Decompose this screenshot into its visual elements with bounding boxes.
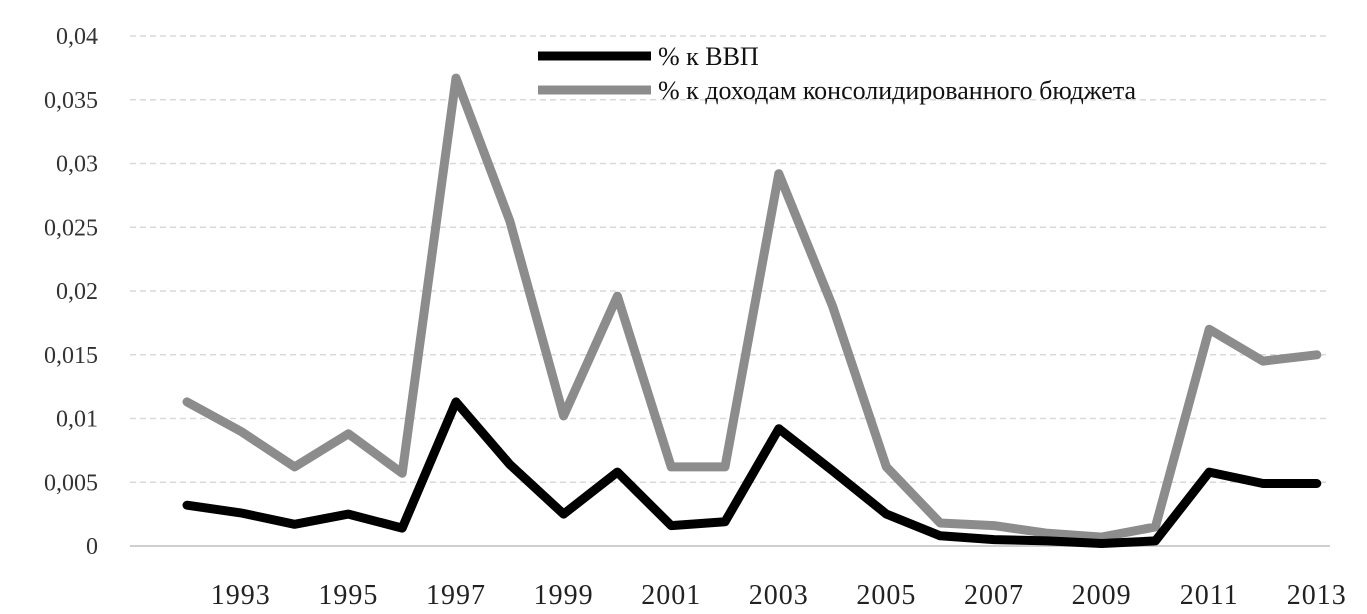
y-tick-label: 0,02	[56, 279, 98, 305]
y-tick-label: 0,005	[44, 470, 98, 496]
y-tick-label: 0,015	[44, 343, 98, 369]
y-tick-label: 0,025	[44, 215, 98, 241]
series-line-gdp	[182, 397, 1322, 548]
x-tick-label: 2013	[1287, 580, 1347, 611]
x-tick-label: 2003	[749, 580, 809, 611]
series-lines	[182, 73, 1322, 548]
y-tick-label: 0,01	[56, 407, 98, 433]
legend-label-gdp: % к ВВП	[658, 42, 759, 71]
x-tick-label: 2009	[1072, 580, 1132, 611]
x-tick-label: 1995	[318, 580, 378, 611]
x-tick-label: 2011	[1180, 580, 1239, 611]
y-tick-label: 0,035	[44, 88, 98, 114]
x-tick-label: 2007	[964, 580, 1024, 611]
legend-label-budget: % к доходам консолидированного бюджета	[658, 76, 1137, 105]
legend: % к ВВП % к доходам консолидированного б…	[538, 42, 1137, 105]
series-line-budget	[182, 73, 1322, 542]
y-tick-label: 0	[86, 534, 98, 560]
x-tick-label: 1997	[426, 580, 486, 611]
x-tick-labels: 1993 1995 1997 1999 2001 2003 2005 2007 2009 2011…	[211, 580, 1347, 611]
y-tick-label: 0,03	[56, 152, 98, 178]
x-tick-label: 2001	[641, 580, 701, 611]
x-tick-label: 2005	[856, 580, 916, 611]
y-tick-labels: 0,04 0,035 0,03 0,025 0,02 0,015 0,01 0,005 0	[44, 24, 98, 560]
x-tick-label: 1993	[211, 580, 271, 611]
x-tick-label: 1999	[534, 580, 594, 611]
y-tick-label: 0,04	[56, 24, 98, 50]
gridlines	[130, 35, 1330, 483]
